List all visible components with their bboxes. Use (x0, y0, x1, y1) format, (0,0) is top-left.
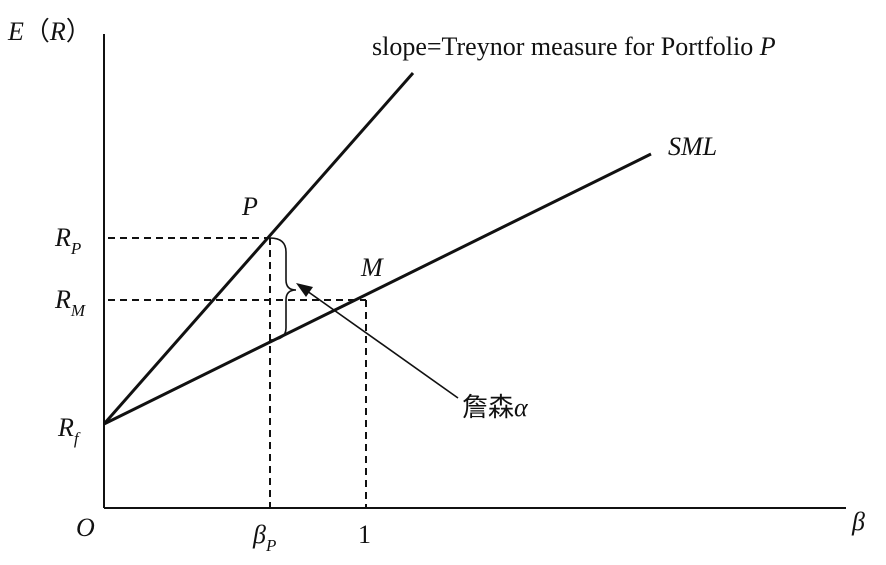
point-p-label: P (241, 192, 258, 221)
treynor-line-label: slope=Treynor measure for Portfolio P (372, 32, 776, 61)
rf-label: Rf (57, 413, 81, 448)
origin-label: O (76, 513, 95, 542)
sml-label: SML (668, 132, 717, 161)
sml-line (103, 152, 652, 426)
alpha-arrow-head (296, 283, 313, 297)
beta-p-label: βP (252, 520, 276, 555)
x-axis-label: β (851, 507, 865, 536)
point-m-label: M (360, 253, 384, 282)
rm-label: RM (54, 285, 86, 320)
alpha-brace (269, 237, 297, 341)
beta-one-label: 1 (358, 520, 371, 549)
alpha-arrow-line (299, 285, 459, 399)
rp-label: RP (54, 223, 81, 258)
y-axis-label: E（R） (7, 17, 92, 46)
treynor-line (102, 72, 415, 425)
jensen-alpha-label: 詹森α (462, 393, 529, 422)
